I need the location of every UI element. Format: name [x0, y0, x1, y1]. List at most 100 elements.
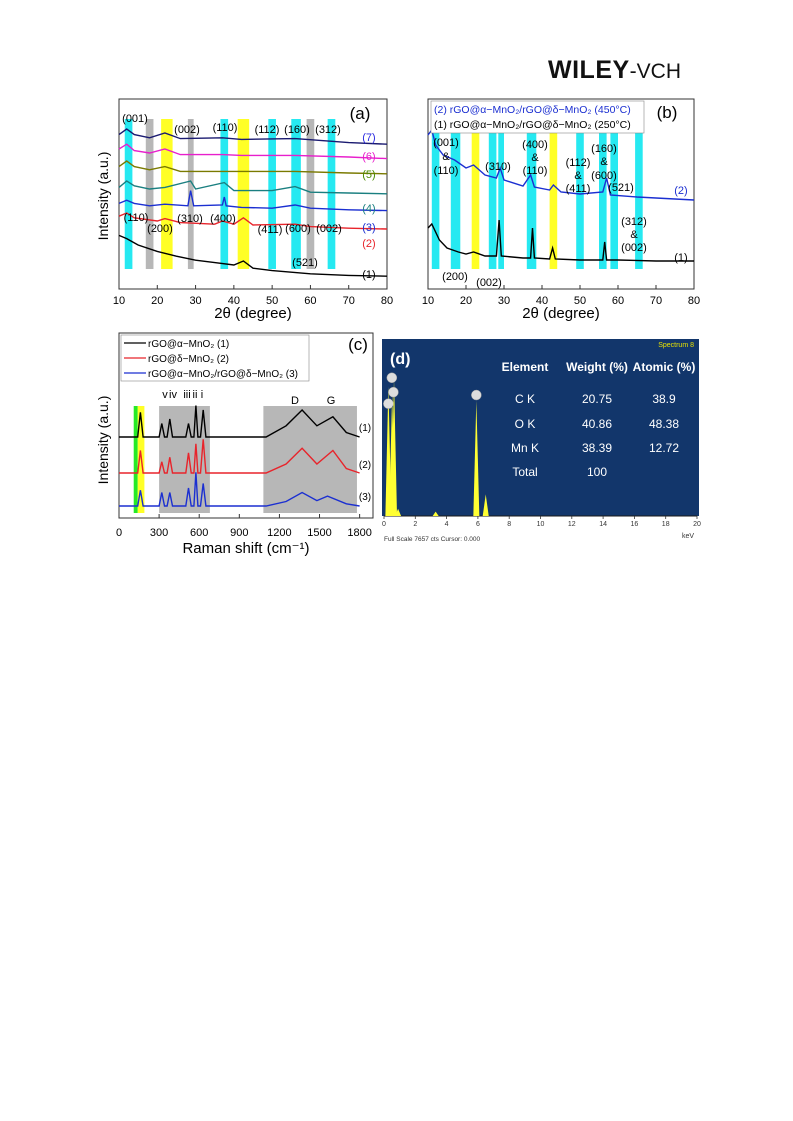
- a-annotation: (200): [147, 223, 173, 235]
- panel-a-series: [118, 128, 388, 277]
- table-header: Element: [502, 360, 549, 374]
- spectrum-peak: [482, 494, 489, 516]
- series-line: [119, 472, 360, 507]
- table-cell: 38.9: [652, 392, 676, 406]
- b-annotation: (411): [566, 183, 591, 195]
- wiley-vch-logo: WILEY-VCH: [548, 56, 681, 85]
- tick-label: 70: [650, 295, 662, 307]
- tick-label: 300: [150, 527, 168, 539]
- panel-b-legend-entry: (1) rGO@α−MnO₂/rGO@δ−MnO₂ (250°C): [434, 119, 631, 131]
- panel-b-legend-entry: (2) rGO@α−MnO₂/rGO@δ−MnO₂ (450°C): [434, 104, 631, 116]
- panel-c-legend-entry: rGO@α−MnO₂ (1): [148, 339, 229, 350]
- publisher-suffix: -VCH: [629, 60, 682, 83]
- c-series-label: (3): [359, 492, 371, 503]
- highlight-band: [133, 406, 138, 513]
- b-annotation: (160): [591, 143, 617, 155]
- b-annotation: (002): [621, 242, 647, 254]
- a-series-label: (6): [362, 151, 375, 163]
- panel-a-y-axis-label: Intensity (a.u.): [95, 152, 111, 241]
- series-line: [118, 128, 388, 145]
- tick-label: 30: [498, 295, 510, 307]
- panel-a-x-axis-label: 2θ (degree): [214, 305, 292, 322]
- x-unit-label: keV: [682, 533, 694, 540]
- a-series-label: (5): [362, 169, 375, 181]
- c-peak-label: D: [291, 395, 299, 407]
- b-annotation: (002): [476, 277, 502, 289]
- tick-label: 600: [190, 527, 208, 539]
- publisher-name: WILEY: [548, 56, 630, 84]
- a-annotation: (001): [122, 113, 148, 125]
- tick-label: 70: [343, 295, 355, 307]
- tick-label: 12: [568, 521, 576, 528]
- panel-c-legend-entry: rGO@δ−MnO₂ (2): [148, 354, 229, 365]
- highlight-band: [635, 119, 643, 269]
- a-series-label: (3): [362, 222, 375, 234]
- panel-b-series: [427, 128, 695, 262]
- tick-label: 900: [230, 527, 248, 539]
- tick-label: 80: [688, 295, 700, 307]
- c-series-label: (1): [359, 423, 371, 434]
- peak-marker: [383, 398, 394, 409]
- table-cell: Mn K: [511, 441, 539, 455]
- panel-b-x-ticks: 10 20 30 40 50 60 70 80: [422, 285, 700, 307]
- a-annotation: (002): [174, 124, 200, 136]
- tick-label: 60: [612, 295, 624, 307]
- series-line: [427, 128, 695, 201]
- series-line: [118, 212, 388, 230]
- tick-label: 6: [476, 521, 480, 528]
- panel-c-legend-box: [120, 334, 310, 382]
- tick-label: 14: [599, 521, 607, 528]
- tick-label: 50: [266, 295, 278, 307]
- panel-c-x-axis-label: Raman shift (cm⁻¹): [182, 540, 309, 557]
- highlight-band: [498, 119, 504, 269]
- spectrum-peak: [473, 400, 480, 516]
- panel-b-label: (b): [657, 103, 678, 122]
- spectrum-peak: [395, 508, 402, 516]
- table-cell: 48.38: [649, 417, 679, 431]
- panel-c: 0 300 600 900 1200 1500 1800 (c) Raman shift (…: [95, 332, 374, 557]
- panel-a-label: (a): [350, 104, 371, 123]
- a-annotation: (310): [177, 213, 203, 225]
- tick-label: 1500: [307, 527, 331, 539]
- tick-label: 18: [662, 521, 670, 528]
- b-annotation: (310): [485, 161, 511, 173]
- panel-d-label: (d): [390, 351, 410, 368]
- b-series-label: (2): [674, 185, 687, 197]
- panel-c-y-axis-label: Intensity (a.u.): [95, 396, 111, 485]
- a-annotation: (110): [213, 122, 238, 134]
- series-line: [118, 190, 388, 212]
- c-peak-label: iv: [169, 389, 177, 401]
- table-cell: O K: [515, 417, 536, 431]
- a-series-label: (2): [362, 238, 375, 250]
- tick-label: 80: [381, 295, 393, 307]
- tick-label: 20: [151, 295, 163, 307]
- table-cell: C K: [515, 392, 535, 406]
- highlight-band: [450, 119, 461, 269]
- tick-label: 2: [413, 521, 417, 528]
- panel-c-legend-entry: rGO@α−MnO₂/rGO@δ−MnO₂ (3): [148, 369, 298, 380]
- tick-label: 10: [113, 295, 125, 307]
- series-line: [118, 160, 388, 175]
- spectrum-peak: [391, 379, 398, 516]
- tick-label: 0: [382, 521, 386, 528]
- b-annotation: &: [630, 229, 638, 241]
- panel-b-legend-box: [430, 100, 645, 134]
- peak-marker: [471, 389, 482, 401]
- table-cell: 40.86: [582, 417, 612, 431]
- table-cell: 12.72: [649, 441, 679, 455]
- panel-d-x-ticks: 0 2 4 6 8 10 12 14 16 18 20: [382, 516, 701, 528]
- highlight-band: [471, 119, 480, 269]
- a-annotation: (600): [285, 223, 311, 235]
- b-annotation: (200): [442, 271, 468, 283]
- a-annotation: (160): [284, 124, 310, 136]
- a-series-label: (7): [362, 132, 375, 144]
- table-cell: Total: [512, 465, 537, 479]
- peak-marker: [388, 386, 399, 398]
- highlight-band: [610, 119, 618, 269]
- highlight-band: [268, 119, 276, 269]
- tick-label: 8: [507, 521, 511, 528]
- series-line: [118, 143, 388, 160]
- table-header: Atomic (%): [633, 360, 696, 374]
- b-annotation: &: [442, 151, 450, 163]
- panel-d-spectrum-area: [382, 339, 699, 516]
